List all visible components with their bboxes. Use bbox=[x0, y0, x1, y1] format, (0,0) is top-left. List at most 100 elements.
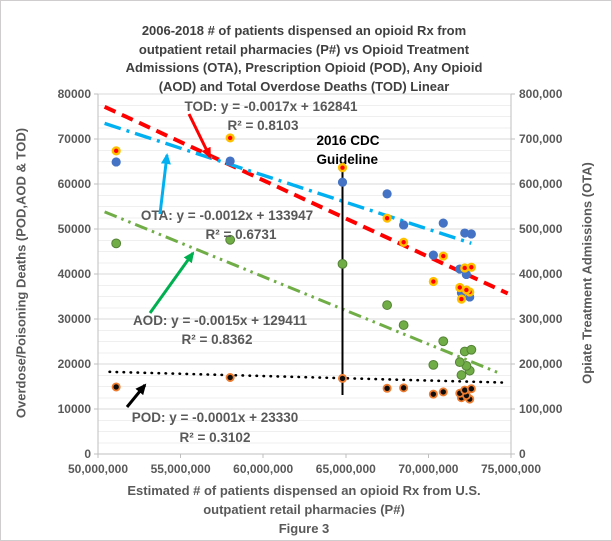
axes bbox=[94, 93, 515, 458]
tod-data-point bbox=[111, 146, 121, 156]
y-left-tick-label: 80000 bbox=[58, 87, 92, 101]
trendline-ota bbox=[104, 121, 472, 245]
chart-title: 2006-2018 # of patients dispensed an opi… bbox=[44, 22, 564, 96]
pod-data-point bbox=[466, 384, 476, 394]
pod-data-point bbox=[438, 387, 448, 397]
annotation-ota: OTA: y = -0.0012x + 133947 R² = 0.6731 bbox=[141, 153, 313, 242]
figure-caption: Figure 3 bbox=[278, 521, 330, 536]
scatter-tod bbox=[111, 133, 476, 304]
aod-data-point bbox=[337, 258, 348, 269]
aod-data-point bbox=[428, 360, 439, 370]
y-right-tick-label: 100,000 bbox=[519, 402, 563, 416]
tod-data-point bbox=[455, 282, 465, 293]
aod-data-point bbox=[398, 320, 409, 330]
y-right-tick-label: 400,000 bbox=[519, 267, 563, 281]
aod-data-point bbox=[225, 234, 236, 245]
tod-r2-label: R² = 0.8103 bbox=[228, 118, 299, 133]
annotation-2016-cdc-guideline: 2016 CDC Guideline bbox=[316, 133, 380, 395]
y-left-tick-label: 70000 bbox=[58, 132, 92, 146]
x-axis-title-line-1: Estimated # of patients dispensed an opi… bbox=[127, 483, 481, 498]
cdc-guideline-label-line-2: Guideline bbox=[316, 152, 378, 167]
x-tick-label: 55,000,000 bbox=[151, 462, 211, 476]
trendline-pod bbox=[108, 370, 506, 384]
pod-data-point bbox=[428, 389, 438, 399]
chart-title-line-1: 2006-2018 # of patients dispensed an opi… bbox=[141, 23, 467, 38]
axis-tick-labels: 0 10000 20000 30000 40000 50000 60000 70000 8000… bbox=[58, 87, 563, 476]
y-left-tick-label: 0 bbox=[84, 447, 91, 461]
y-left-tick-label: 30000 bbox=[58, 312, 92, 326]
trendline-tod bbox=[103, 104, 509, 296]
y-left-tick-label: 10000 bbox=[58, 402, 92, 416]
aod-data-point bbox=[438, 336, 449, 347]
tod-data-point bbox=[337, 163, 348, 173]
pod-equation-label: POD: y = -0.0001x + 23330 bbox=[132, 410, 299, 425]
aod-data-point bbox=[111, 238, 122, 249]
aod-data-point bbox=[456, 370, 467, 380]
y-left-tick-label: 60000 bbox=[58, 177, 92, 191]
scatter-pod bbox=[111, 372, 476, 404]
gridlines-major bbox=[98, 93, 511, 410]
x-tick-label: 50,000,000 bbox=[68, 462, 128, 476]
pod-data-point bbox=[399, 383, 409, 393]
annotation-pod: POD: y = -0.0001x + 23330 R² = 0.3102 bbox=[125, 383, 299, 445]
ota-data-point bbox=[399, 220, 409, 230]
pod-data-point bbox=[111, 382, 121, 392]
y-right-tick-label: 700,000 bbox=[519, 132, 563, 146]
tod-data-point bbox=[438, 251, 448, 261]
trendline-aod bbox=[104, 210, 499, 374]
y-right-tick-label: 800,000 bbox=[519, 87, 563, 101]
gridlines-minor bbox=[98, 104, 511, 444]
x-tick-label: 75,000,000 bbox=[481, 462, 541, 476]
pod-data-point bbox=[225, 372, 235, 382]
y-right-tick-label: 500,000 bbox=[519, 222, 563, 236]
ota-pointer-arrow-icon bbox=[158, 153, 171, 215]
tod-pointer-arrow-icon bbox=[187, 113, 212, 159]
pod-r2-label: R² = 0.3102 bbox=[180, 430, 251, 445]
x-tick-label: 70,000,000 bbox=[398, 462, 458, 476]
tod-data-point bbox=[428, 276, 438, 287]
x-tick-label: 60,000,000 bbox=[233, 462, 293, 476]
ota-data-point bbox=[111, 157, 121, 167]
y-right-tick-label: 200,000 bbox=[519, 357, 563, 371]
y-right-tick-label: 600,000 bbox=[519, 177, 563, 191]
chart-title-line-2: outpatient retail pharmacies (P#) vs Opi… bbox=[138, 41, 470, 57]
aod-equation-label: AOD: y = -0.0015x + 129411 bbox=[133, 313, 308, 328]
ota-data-point bbox=[428, 250, 438, 260]
ota-r2-label: R² = 0.6731 bbox=[206, 227, 277, 242]
chart-title-line-3: Admissions (OTA), Prescription Opioid (P… bbox=[125, 60, 483, 76]
tod-data-point bbox=[399, 237, 409, 247]
scatter-aod bbox=[111, 234, 477, 380]
y-right-tick-label: 300,000 bbox=[519, 312, 563, 326]
pod-data-point bbox=[382, 383, 392, 393]
ota-data-point bbox=[438, 218, 448, 228]
y-left-tick-label: 50000 bbox=[58, 222, 92, 236]
pod-data-point bbox=[337, 373, 347, 383]
x-tick-label: 65,000,000 bbox=[316, 462, 376, 476]
aod-data-point bbox=[382, 300, 393, 310]
aod-pointer-arrow-icon bbox=[148, 251, 195, 314]
ota-data-point bbox=[337, 177, 348, 187]
aod-data-point bbox=[466, 344, 477, 355]
trendlines bbox=[103, 104, 509, 384]
tod-data-point bbox=[456, 294, 467, 304]
pod-pointer-arrow-icon bbox=[125, 383, 147, 408]
y-right-tick-label: 0 bbox=[519, 447, 526, 461]
aod-r2-label: R² = 0.8362 bbox=[182, 332, 253, 347]
tod-data-point bbox=[225, 133, 235, 143]
tod-data-point bbox=[466, 262, 476, 272]
y-left-tick-label: 40000 bbox=[58, 267, 92, 281]
x-axis-title-line-2: outpatient retail pharmacies (P#) bbox=[203, 502, 405, 517]
aod-data-point bbox=[454, 357, 465, 368]
chart-title-line-4: (AOD) and Total Overdose Deaths (TOD) Li… bbox=[158, 78, 450, 94]
ota-data-point bbox=[225, 156, 235, 166]
annotation-aod: AOD: y = -0.0015x + 129411 R² = 0.8362 bbox=[133, 251, 308, 347]
y-left-tick-label: 20000 bbox=[58, 357, 92, 371]
annotation-tod: TOD: y = -0.0017x + 162841 R² = 0.8103 bbox=[184, 99, 358, 159]
cdc-guideline-label-line-1: 2016 CDC bbox=[316, 133, 379, 148]
ota-data-point bbox=[466, 229, 476, 239]
ota-equation-label: OTA: y = -0.0012x + 133947 bbox=[141, 208, 313, 223]
tod-data-point bbox=[382, 213, 392, 223]
x-axis-title: Estimated # of patients dispensed an opi… bbox=[44, 481, 564, 538]
